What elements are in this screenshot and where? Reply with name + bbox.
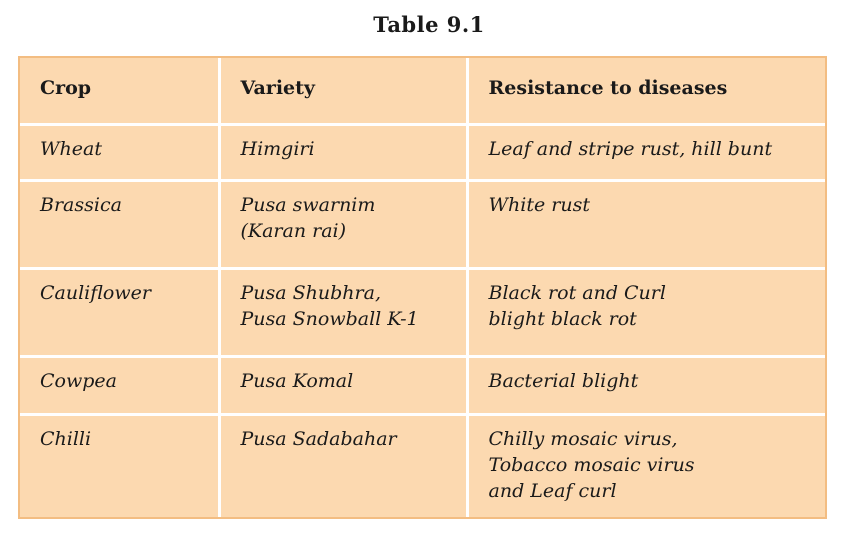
cell-crop: Chilli	[20, 412, 221, 517]
cell-resistance-line: White rust	[488, 193, 590, 216]
cell-resistance: White rust	[465, 178, 825, 270]
header-variety: Variety	[217, 58, 469, 126]
cell-resistance: Chilly mosaic virus, Tobacco mosaic viru…	[465, 412, 825, 517]
table-header-row: Crop Variety Resistance to diseases	[20, 58, 825, 126]
cell-crop: Cowpea	[20, 354, 221, 416]
cell-variety-line: Pusa Shubhra,	[240, 281, 381, 304]
cell-variety: Himgiri	[217, 122, 469, 182]
table-row: Cauliflower Pusa Shubhra, Pusa Snowball …	[20, 266, 825, 358]
cell-resistance-line: blight black rot	[488, 307, 637, 330]
cell-crop: Wheat	[20, 122, 221, 182]
cell-variety-line: Himgiri	[240, 137, 315, 160]
cell-crop: Cauliflower	[20, 266, 221, 358]
cell-variety: Pusa Shubhra, Pusa Snowball K-1	[217, 266, 469, 358]
cell-resistance-line: Chilly mosaic virus,	[488, 427, 678, 450]
cell-resistance-line: and Leaf curl	[488, 479, 617, 502]
cell-resistance: Black rot and Curl blight black rot	[465, 266, 825, 358]
cell-variety-line: (Karan rai)	[240, 219, 347, 242]
cell-resistance: Bacterial blight	[465, 354, 825, 416]
cell-resistance-line: Tobacco mosaic virus	[488, 453, 695, 476]
cell-variety-line: Pusa Snowball K-1	[240, 307, 419, 330]
cell-variety-line: Pusa Sadabahar	[240, 427, 397, 450]
cell-variety-line: Pusa Komal	[240, 369, 354, 392]
cell-resistance-line: Leaf and stripe rust, hill bunt	[488, 137, 773, 160]
header-resistance: Resistance to diseases	[465, 58, 825, 126]
cell-resistance-line: Black rot and Curl	[488, 281, 666, 304]
cell-variety-line: Pusa swarnim	[240, 193, 376, 216]
table-title: Table 9.1	[373, 12, 485, 37]
table-row: Chilli Pusa Sadabahar Chilly mosaic viru…	[20, 412, 825, 517]
table-grid: Crop Variety Resistance to diseases Whea…	[20, 58, 825, 517]
crop-variety-table: Crop Variety Resistance to diseases Whea…	[18, 56, 827, 519]
cell-variety: Pusa Sadabahar	[217, 412, 469, 517]
table-row: Cowpea Pusa Komal Bacterial blight	[20, 354, 825, 416]
cell-resistance-line: Bacterial blight	[488, 369, 639, 392]
cell-variety: Pusa Komal	[217, 354, 469, 416]
cell-variety: Pusa swarnim (Karan rai)	[217, 178, 469, 270]
table-row: Brassica Pusa swarnim (Karan rai) White …	[20, 178, 825, 270]
table-row: Wheat Himgiri Leaf and stripe rust, hill…	[20, 122, 825, 182]
header-crop: Crop	[20, 58, 221, 126]
cell-resistance: Leaf and stripe rust, hill bunt	[465, 122, 825, 182]
cell-crop: Brassica	[20, 178, 221, 270]
